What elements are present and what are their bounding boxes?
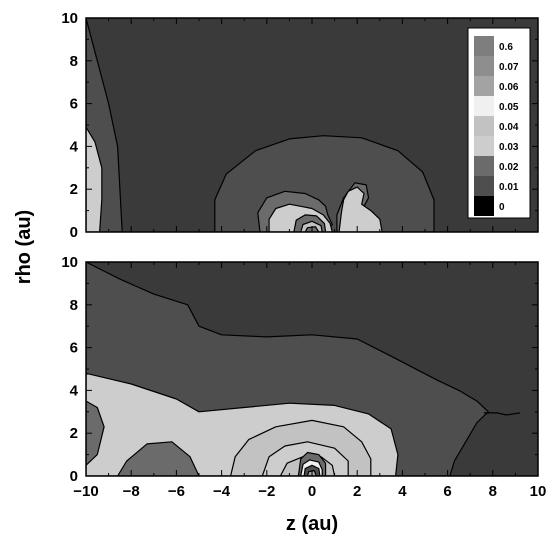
y-tick-label: 6 xyxy=(70,340,78,357)
axes: 0 2 4 6 8 10 0 2 4 6 8 10 −10 −8 −6 −4 −2 0 2 4 6 8 10 xyxy=(61,10,546,500)
x-tick-label: −4 xyxy=(213,483,231,500)
legend-label: 0 xyxy=(499,202,505,213)
lower-contour-region-2 xyxy=(86,400,105,466)
y-tick-label: 2 xyxy=(70,181,78,198)
x-tick-label: −2 xyxy=(258,483,275,500)
x-tick-label: 2 xyxy=(353,483,361,500)
y-tick-label: 4 xyxy=(70,138,79,155)
lower-contour-region-3 xyxy=(116,441,200,476)
legend-swatch xyxy=(474,136,494,156)
y-tick-label: 8 xyxy=(70,297,78,314)
legend-swatch xyxy=(474,36,494,56)
y-axis-label: rho (au) xyxy=(13,210,35,284)
legend-swatch xyxy=(474,56,494,76)
legend-label: 0.04 xyxy=(499,122,519,133)
lower-contour-panel xyxy=(85,261,539,477)
legend-swatch xyxy=(474,196,494,216)
legend-label: 0.01 xyxy=(499,182,519,193)
x-tick-label: −8 xyxy=(123,483,140,500)
legend-swatch xyxy=(474,76,494,96)
y-tick-label: 6 xyxy=(70,96,78,113)
legend-swatch xyxy=(474,156,494,176)
legend-label: 0.03 xyxy=(499,142,519,153)
y-tick-label: 8 xyxy=(70,53,78,70)
y-tick-label: 4 xyxy=(70,382,79,399)
x-tick-label: 10 xyxy=(530,483,547,500)
x-axis-label: z (au) xyxy=(286,513,338,535)
x-tick-label: 6 xyxy=(443,483,451,500)
legend: 0.6 0.07 0.06 0.05 0.04 0.03 0.02 0.01 0 xyxy=(467,27,531,219)
x-tick-label: −6 xyxy=(168,483,185,500)
legend-label: 0.05 xyxy=(499,102,519,113)
y-tick-label: 10 xyxy=(61,10,78,27)
y-tick-label: 0 xyxy=(70,468,78,485)
x-tick-label: 4 xyxy=(398,483,407,500)
x-tick-label: −10 xyxy=(73,483,98,500)
legend-label: 0.07 xyxy=(499,62,519,73)
legend-label: 0.02 xyxy=(499,162,519,173)
upper-contour-panel xyxy=(85,17,539,233)
legend-swatch xyxy=(474,176,494,196)
y-tick-label: 2 xyxy=(70,425,78,442)
legend-label: 0.6 xyxy=(499,42,513,53)
x-tick-label: 0 xyxy=(308,483,316,500)
legend-swatch xyxy=(474,96,494,116)
upper-contour-region-5 xyxy=(338,186,383,232)
upper-contour-region-1 xyxy=(86,126,103,232)
lower-contour-line xyxy=(483,412,520,416)
y-tick-label: 10 xyxy=(61,254,78,271)
x-tick-label: 8 xyxy=(489,483,497,500)
legend-swatch xyxy=(474,116,494,136)
y-tick-label: 0 xyxy=(70,224,78,241)
legend-label: 0.06 xyxy=(499,82,519,93)
